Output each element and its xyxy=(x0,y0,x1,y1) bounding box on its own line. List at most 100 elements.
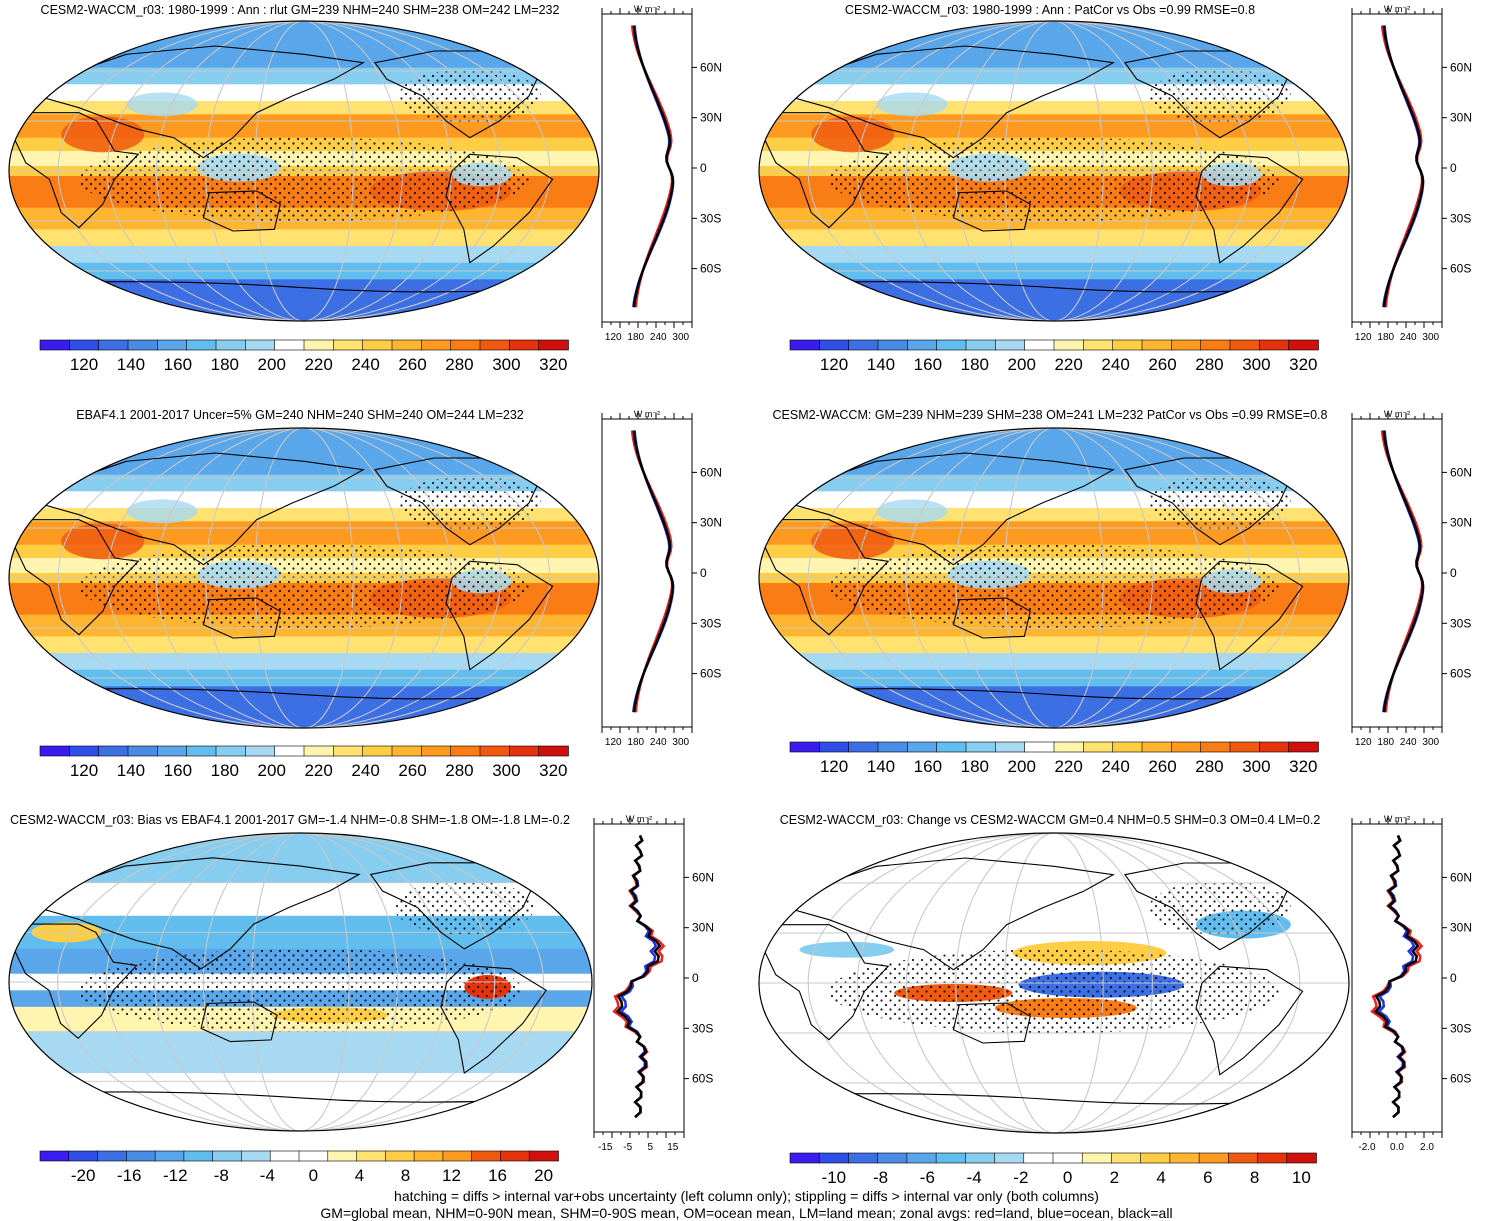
colorbar-tick-label: -16 xyxy=(116,1166,142,1185)
colorbar-swatch xyxy=(509,339,540,351)
zonal-curve xyxy=(619,835,658,1119)
map-robinson xyxy=(758,20,1350,322)
panel-title: EBAF4.1 2001-2017 Uncer=5% GM=240 NHM=24… xyxy=(76,408,524,422)
colorbar-tick-label: 200 xyxy=(257,761,286,780)
africa-coast xyxy=(763,112,890,229)
colorbar-swatch xyxy=(471,1150,502,1162)
colorbar-swatch xyxy=(965,741,997,753)
footer-note-1: hatching = diffs > internal var+obs unce… xyxy=(394,1188,1099,1204)
colorbar-swatch xyxy=(215,339,247,351)
colorbar-tick-label: 2 xyxy=(1109,1168,1120,1187)
zonal-curve xyxy=(1380,430,1424,713)
colorbar-swatch xyxy=(538,339,569,351)
map-border xyxy=(758,20,1350,322)
colorbar-tick-label: 10 xyxy=(1291,1168,1311,1187)
stippling xyxy=(829,137,1279,222)
panel-title: CESM2-WACCM: GM=239 NHM=239 SHM=238 OM=2… xyxy=(772,408,1328,422)
zonal-tick-label: 240 xyxy=(1400,737,1417,748)
colorbar-swatch xyxy=(154,1150,185,1162)
colorbar-tick-label: 240 xyxy=(1101,355,1130,374)
colorbar-swatch xyxy=(127,339,159,351)
colorbar-tick-label: 180 xyxy=(210,761,239,780)
map-robinson xyxy=(758,832,1350,1134)
zonal-lat-label: 60S xyxy=(1450,262,1471,276)
map-border xyxy=(758,427,1350,729)
colorbar-swatch xyxy=(269,1150,300,1162)
colorbar-swatch xyxy=(421,339,452,351)
colorbar-tick-label: 20 xyxy=(534,1166,554,1185)
colorbar-tick-label: 160 xyxy=(913,355,943,374)
colorbar-tick-label: 4 xyxy=(1156,1168,1166,1187)
field-band xyxy=(9,686,599,728)
colorbar-swatch xyxy=(391,745,423,757)
colorbar-swatch xyxy=(935,1152,967,1164)
africa-coast xyxy=(13,923,138,1040)
zonal-lat-label: 0 xyxy=(1450,971,1457,985)
zonal-tick-label: 180 xyxy=(627,332,644,343)
field-blob xyxy=(126,92,198,117)
colorbar-tick-label: 240 xyxy=(351,355,380,374)
zonal-unit-label: W m⁻² xyxy=(626,814,652,824)
field-band xyxy=(759,21,1349,69)
zonal-tick-label: 240 xyxy=(650,737,667,748)
colorbar-swatch xyxy=(421,745,452,757)
zonal-lat-label: 30S xyxy=(1450,616,1471,630)
colorbar-tick-label: 320 xyxy=(1289,757,1318,776)
colorbar-tick-label: 160 xyxy=(163,355,193,374)
colorbar-tick-label: 200 xyxy=(1007,757,1036,776)
africa-coast xyxy=(13,112,140,229)
zonal-lat-label: 0 xyxy=(1450,566,1457,580)
zonal-curve xyxy=(632,25,675,308)
colorbar-tick-label: 300 xyxy=(1242,355,1271,374)
colorbar-swatch xyxy=(789,741,821,753)
zonal-frame xyxy=(1351,13,1443,323)
zonal-lat-label: 30S xyxy=(1450,211,1471,225)
colorbar-swatch xyxy=(907,339,938,351)
zonal-tick-label: 120 xyxy=(1355,332,1372,343)
map-robinson xyxy=(8,832,593,1132)
colorbar-swatch xyxy=(1112,741,1143,753)
zonal-tick-label: 120 xyxy=(605,737,622,748)
zonal-unit-label: W m⁻² xyxy=(1384,814,1410,824)
zonal-tick-label: 300 xyxy=(672,737,689,748)
colorbar-swatch xyxy=(1229,339,1261,351)
colorbar-swatch xyxy=(1141,741,1173,753)
colorbar-labels: 120 140 160 180 200 220 240 260 280 300 320 xyxy=(40,355,568,377)
colorbar-tick-label: 180 xyxy=(960,355,989,374)
colorbar-tick-label: 4 xyxy=(354,1166,365,1185)
zonal-tick-label: 180 xyxy=(1377,332,1394,343)
colorbar-tick-label: 160 xyxy=(913,757,943,776)
map-border xyxy=(758,832,1350,1134)
colorbar-tick-label: 280 xyxy=(445,355,474,374)
map-border xyxy=(8,20,600,322)
africa-coast xyxy=(763,519,890,636)
field-band xyxy=(759,229,1349,247)
colorbar-tick-label: 260 xyxy=(398,355,427,374)
colorbar-swatch xyxy=(818,1152,850,1164)
colorbar-tick-label: 6 xyxy=(1203,1168,1213,1187)
colorbar-swatch xyxy=(819,339,850,351)
south-america-coast xyxy=(1195,965,1304,1076)
colorbar-swatch xyxy=(995,741,1026,753)
colorbar-swatch xyxy=(385,1150,415,1162)
colorbar-swatch xyxy=(995,339,1026,351)
zonal-curve xyxy=(630,25,674,308)
field-band xyxy=(9,229,599,247)
zonal-lat-label: 30N xyxy=(1450,111,1472,125)
panel-model-ensemble: CESM2-WACCM: GM=239 NHM=239 SHM=238 OM=2… xyxy=(750,405,1493,800)
colorbar-swatch xyxy=(1200,339,1231,351)
colorbar-swatch xyxy=(1053,339,1085,351)
colorbar-swatch xyxy=(391,339,423,351)
colorbar-swatch xyxy=(479,339,511,351)
zonal-tick-label: 120 xyxy=(605,332,622,343)
zonal-frame xyxy=(1351,418,1443,728)
colorbar-swatch xyxy=(1288,339,1319,351)
zonal-curve xyxy=(630,430,674,713)
colorbar-labels: -20 -16 -12 -8 -4 0 4 8 12 16 20 xyxy=(40,1166,558,1188)
colorbar-tick-label: 12 xyxy=(442,1166,461,1185)
colorbar-swatch xyxy=(303,745,335,757)
colorbar-swatch xyxy=(1200,741,1231,753)
colorbar-swatch xyxy=(327,1150,358,1162)
zonal-unit-label: W m⁻² xyxy=(634,4,660,14)
colorbar-swatch xyxy=(877,1152,908,1164)
